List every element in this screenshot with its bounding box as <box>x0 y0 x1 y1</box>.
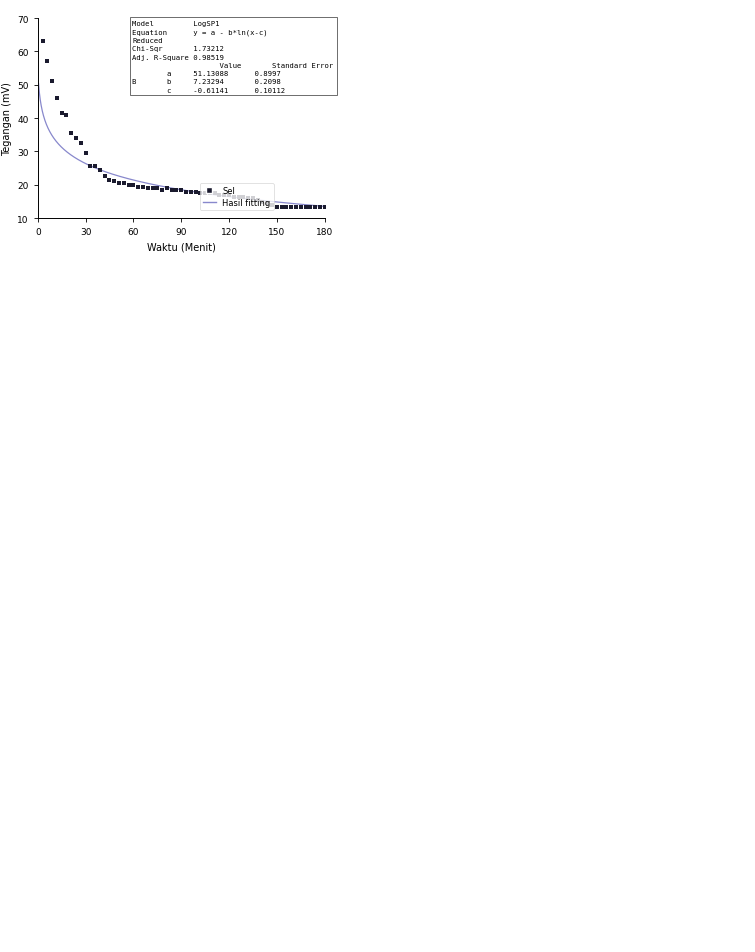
Point <box>190 185 202 200</box>
Point <box>132 180 144 195</box>
Point <box>171 183 183 198</box>
Point <box>146 181 159 197</box>
Point <box>228 189 240 205</box>
Legend: Sel, Hasil fitting: Sel, Hasil fitting <box>200 184 274 210</box>
Point <box>214 188 226 204</box>
Point <box>242 191 254 207</box>
Point <box>290 200 302 215</box>
Point <box>165 183 177 198</box>
Point <box>108 175 120 190</box>
Point <box>137 180 149 195</box>
Point <box>94 163 106 178</box>
Point <box>142 181 154 197</box>
Point <box>285 200 297 215</box>
Point <box>75 136 87 151</box>
Point <box>309 200 321 215</box>
Point <box>199 187 211 202</box>
Point <box>56 107 68 122</box>
Point <box>276 200 288 215</box>
Y-axis label: Tegangan (mV): Tegangan (mV) <box>2 82 11 156</box>
Point <box>113 176 125 191</box>
Point <box>51 91 63 107</box>
Point <box>161 181 173 197</box>
Point <box>85 160 97 175</box>
Point <box>99 169 111 185</box>
X-axis label: Waktu (Menit): Waktu (Menit) <box>146 243 216 252</box>
Point <box>42 55 54 70</box>
Point <box>79 147 91 162</box>
Point <box>266 198 278 213</box>
Point <box>151 181 163 197</box>
Point <box>204 187 216 202</box>
Point <box>218 188 230 204</box>
Point <box>261 196 273 211</box>
Point <box>271 200 283 215</box>
Point <box>180 185 192 200</box>
Point <box>185 185 197 200</box>
Point <box>294 200 307 215</box>
Point <box>208 187 220 202</box>
Point <box>103 173 116 188</box>
Point <box>304 200 316 215</box>
Text: Model         LogSP1
Equation      y = a - b*ln(x-c)
Reduced
Chi-Sqr       1.732: Model LogSP1 Equation y = a - b*ln(x-c) … <box>132 21 334 93</box>
Point <box>194 187 206 202</box>
Point <box>70 131 82 147</box>
Point <box>280 200 292 215</box>
Point <box>60 109 72 124</box>
Point <box>233 189 245 205</box>
Point <box>46 75 58 90</box>
Point <box>156 183 168 198</box>
Point <box>89 160 101 175</box>
Point <box>122 178 134 193</box>
Point <box>247 191 259 207</box>
Point <box>314 200 326 215</box>
Point <box>251 193 263 208</box>
Point <box>128 178 140 193</box>
Point <box>257 195 269 210</box>
Point <box>300 200 312 215</box>
Point <box>65 127 77 142</box>
Point <box>36 35 48 50</box>
Point <box>319 200 331 215</box>
Point <box>175 183 187 198</box>
Point <box>237 189 249 205</box>
Point <box>118 176 130 191</box>
Point <box>223 188 235 204</box>
